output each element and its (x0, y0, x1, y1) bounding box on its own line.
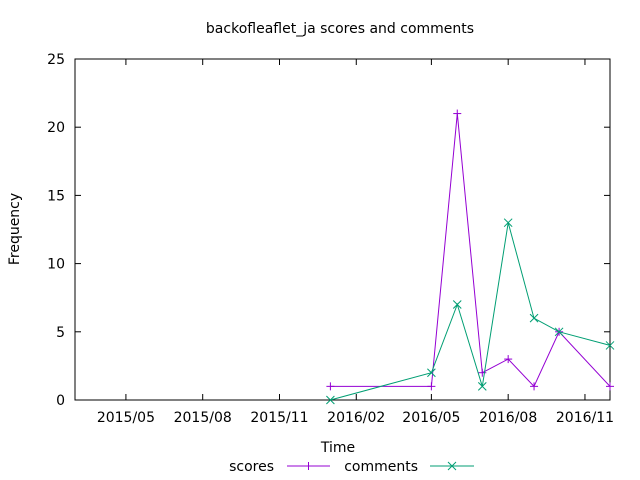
x-tick-label: 2016/02 (327, 410, 385, 426)
y-axis-label: Frequency (7, 193, 23, 265)
y-tick-label: 15 (47, 188, 65, 204)
series-scores (326, 109, 614, 391)
data-point-scores (453, 109, 462, 118)
data-point-comments (529, 313, 539, 323)
data-point-scores (606, 382, 614, 391)
x-tick-label: 2015/08 (174, 410, 232, 426)
series-line-scores (330, 113, 611, 388)
plot-frame (74, 58, 611, 401)
y-tick-label: 20 (47, 120, 65, 136)
series-line-comments (330, 222, 611, 401)
data-point-scores (504, 355, 513, 364)
legend-label: comments (344, 459, 418, 475)
series-layer (326, 109, 615, 405)
y-tick-label: 5 (56, 325, 65, 341)
data-point-scores (326, 382, 335, 391)
data-point-comments (427, 368, 436, 378)
chart-title: backofleaflet_ja scores and comments (206, 21, 474, 37)
series-comments (326, 218, 615, 405)
legend-item-comments: comments (344, 459, 474, 475)
y-tick-label: 0 (56, 393, 65, 409)
data-point-comments (503, 218, 513, 228)
legend-label: scores (229, 459, 274, 475)
x-tick-label: 2015/11 (250, 410, 308, 426)
legend: scores comments (229, 459, 474, 475)
data-point-comments (326, 395, 335, 405)
data-point-comments (554, 327, 564, 337)
data-point-comments (477, 382, 487, 391)
x-axis: 2015/05 2015/08 2015/11 2016/02 2016/05 2016/… (97, 59, 614, 426)
x-tick-label: 2016/11 (556, 410, 614, 426)
y-axis: 0 5 10 15 20 25 (47, 52, 610, 409)
legend-marker (447, 461, 457, 471)
y-tick-label: 10 (47, 257, 65, 273)
data-point-scores (530, 382, 539, 391)
x-axis-label: Time (320, 440, 355, 456)
x-tick-label: 2015/05 (97, 410, 155, 426)
x-tick-label: 2016/08 (479, 410, 537, 426)
x-tick-label: 2016/05 (402, 410, 460, 426)
legend-item-scores: scores (229, 459, 330, 475)
data-point-comments (605, 341, 615, 350)
data-point-comments (452, 300, 462, 309)
data-point-scores (427, 382, 436, 391)
y-tick-label: 25 (47, 52, 65, 68)
legend-marker (304, 462, 313, 470)
